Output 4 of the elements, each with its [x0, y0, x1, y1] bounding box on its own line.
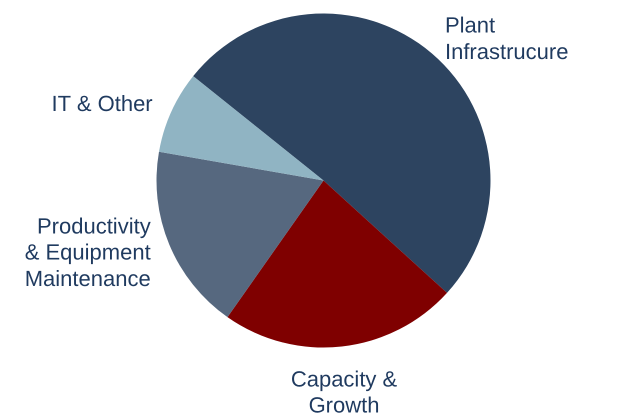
slice-label: Plant Infrastrucure: [444, 12, 568, 64]
slice-label: Productivity & Equipment Maintenance: [24, 213, 151, 291]
slice-label: Capacity & Growth: [290, 366, 398, 414]
slice-label: IT & Other: [52, 91, 153, 116]
